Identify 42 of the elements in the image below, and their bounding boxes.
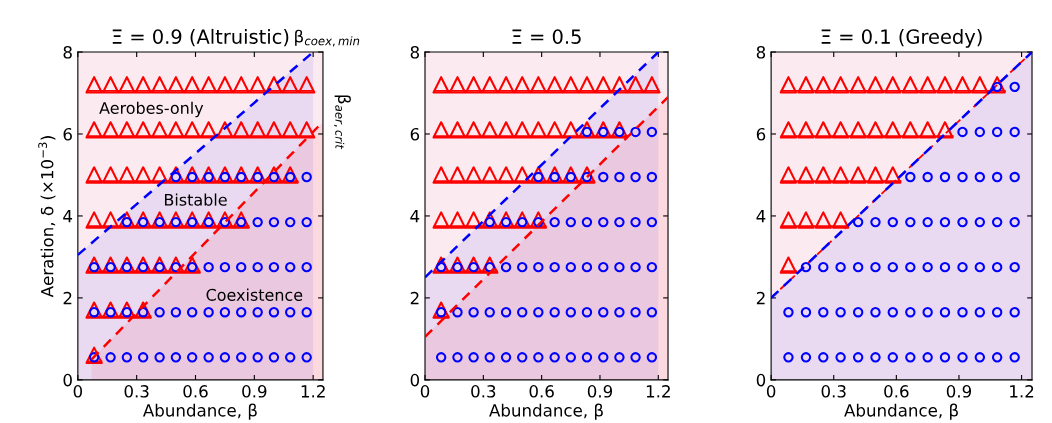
x-tick-label: 0.9 (242, 385, 267, 398)
y-tick-label: 8 (756, 45, 766, 59)
x-axis-title: Abundance, β (142, 403, 257, 420)
y-axis-title: Aeration, δ (×10$^{−3}$) (38, 136, 56, 298)
chart-title: Ξ = 0.5 (512, 29, 581, 44)
x-tick-label: 0 (420, 385, 430, 398)
annotation: Coexistence (206, 288, 303, 301)
y-tick-label: 4 (756, 210, 766, 223)
y-tick-label: 6 (756, 127, 766, 141)
y-tick-label: 2 (756, 291, 765, 305)
x-tick-label: 0.6 (529, 385, 554, 398)
y-tick-label: 8 (63, 45, 72, 59)
y-tick-label: 0 (63, 373, 72, 387)
chart-title: Ξ = 0.1 (Greedy) (821, 28, 982, 48)
x-tick-label: 0.6 (183, 385, 208, 398)
x-tick-label: 1.2 (646, 385, 670, 398)
annotation: Bistable (164, 193, 227, 206)
y-tick-label: 4 (410, 210, 420, 223)
x-tick-label: 0.3 (821, 385, 846, 398)
annotation: β$_{coex,min}$ (295, 29, 360, 47)
x-tick-label: 0.9 (946, 385, 972, 398)
x-tick-label: 0.3 (471, 385, 496, 398)
y-tick-label: 6 (410, 127, 420, 141)
y-tick-label: 2 (410, 291, 419, 305)
x-tick-label: 0 (766, 385, 776, 398)
y-tick-label: 0 (756, 373, 766, 387)
x-axis-title: Abundance, β (844, 403, 958, 420)
x-tick-label: 0 (73, 385, 83, 398)
x-axis-title: Abundance, β (489, 403, 603, 420)
annotation: β$_{aer,crit}$ (334, 95, 351, 150)
chart-title: Ξ = 0.9 (Altruistic) (112, 28, 289, 47)
x-tick-label: 1.2 (301, 385, 325, 398)
x-tick-label: 1.2 (1010, 385, 1034, 398)
annotation: Aerobes-only (99, 101, 204, 118)
y-tick-label: 4 (63, 210, 73, 223)
y-tick-label: 2 (63, 291, 72, 305)
x-tick-label: 0.6 (884, 385, 909, 398)
y-tick-label: 0 (410, 373, 420, 387)
y-tick-label: 8 (410, 45, 420, 59)
x-tick-label: 0.3 (124, 385, 149, 398)
x-tick-label: 0.9 (587, 385, 613, 398)
y-tick-label: 6 (63, 127, 72, 141)
